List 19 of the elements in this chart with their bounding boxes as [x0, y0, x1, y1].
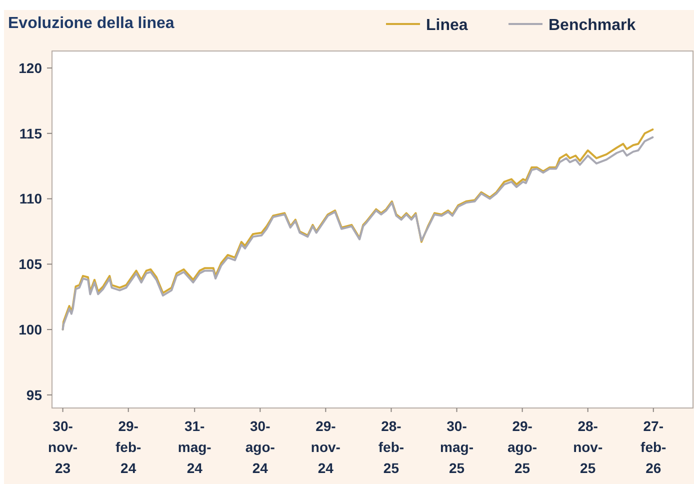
- y-tick-label: 110: [19, 190, 42, 207]
- y-tick-label: 105: [18, 256, 42, 272]
- x-tick-label: 28-nov-25: [573, 418, 603, 476]
- chart-title: Evoluzione della linea: [8, 15, 174, 32]
- x-tick-label: 29-ago-25: [508, 418, 538, 476]
- y-tick-label: 95: [26, 386, 42, 403]
- y-tick-label: 120: [18, 60, 42, 76]
- y-tick-label: 100: [18, 321, 42, 338]
- x-tick-label: 30-mag-25: [440, 418, 474, 476]
- x-tick-label: 28-feb-25: [378, 418, 404, 476]
- x-tick-label: 30-nov-23: [48, 418, 78, 476]
- x-tick-label: 31-mag-24: [178, 418, 212, 476]
- y-tick-label: 115: [19, 125, 42, 142]
- legend-label: Linea: [426, 17, 468, 34]
- legend-label: Benchmark: [548, 17, 636, 34]
- x-tick-label: 29-feb-24: [116, 418, 142, 476]
- x-tick-label: 29-nov-24: [310, 418, 341, 476]
- x-tick-label: 27-feb-26: [640, 418, 667, 476]
- x-tick-label: 30-ago-24: [245, 418, 276, 476]
